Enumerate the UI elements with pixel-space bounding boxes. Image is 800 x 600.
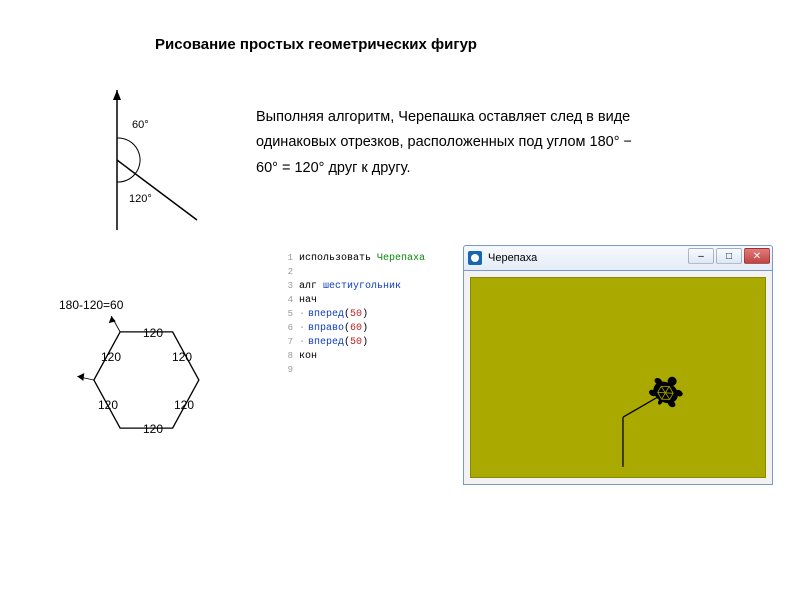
- code-line: 9: [283, 365, 453, 379]
- line-number: 1: [283, 253, 299, 263]
- line-number: 8: [283, 351, 299, 361]
- line-number: 4: [283, 295, 299, 305]
- line-number: 3: [283, 281, 299, 291]
- code-content: ·вперед(50): [299, 337, 368, 348]
- turtle-canvas-frame: [463, 271, 773, 485]
- code-panel: 1использовать Черепаха2 3алг шестиугольни…: [283, 253, 453, 428]
- window-titlebar[interactable]: Черепаха – □ ✕: [463, 245, 773, 271]
- hex-label: 120: [98, 398, 118, 412]
- hex-label: 120: [101, 350, 121, 364]
- angle-diagram: 60° 120°: [77, 90, 217, 240]
- code-line: 5·вперед(50): [283, 309, 453, 323]
- code-content: использовать Черепаха: [299, 253, 425, 264]
- app-icon: [468, 251, 482, 265]
- window-title: Черепаха: [488, 252, 537, 264]
- hex-label: 120: [172, 350, 192, 364]
- code-line: 7·вперед(50): [283, 337, 453, 351]
- turtle-icon: [645, 369, 688, 412]
- page-title: Рисование простых геометрических фигур: [155, 36, 477, 53]
- code-line: 6·вправо(60): [283, 323, 453, 337]
- line-number: 2: [283, 267, 299, 277]
- angle-120-label: 120°: [129, 193, 152, 205]
- body-text: Выполняя алгоритм, Черепашка оставляет с…: [256, 105, 646, 181]
- code-line: 1использовать Черепаха: [283, 253, 453, 267]
- code-content: ·вперед(50): [299, 309, 368, 320]
- code-content: ·вправо(60): [299, 323, 368, 334]
- hex-label: 120: [143, 326, 163, 340]
- turtle-canvas: [470, 277, 766, 478]
- angle-60-label: 60°: [132, 119, 149, 131]
- maximize-button[interactable]: □: [716, 248, 742, 264]
- code-line: 4нач: [283, 295, 453, 309]
- code-content: кон: [299, 351, 317, 362]
- turtle-drawing: [471, 278, 765, 477]
- code-line: 3алг шестиугольник: [283, 281, 453, 295]
- line-number: 6: [283, 323, 299, 333]
- minimize-button[interactable]: –: [688, 248, 714, 264]
- line-number: 7: [283, 337, 299, 347]
- close-button[interactable]: ✕: [744, 248, 770, 264]
- hexagon-diagram: [72, 310, 212, 450]
- code-content: алг шестиугольник: [299, 281, 401, 292]
- code-content: нач: [299, 295, 317, 306]
- code-line: 8кон: [283, 351, 453, 365]
- hex-label: 120: [143, 422, 163, 436]
- hex-label: 120: [174, 398, 194, 412]
- line-number: 9: [283, 365, 299, 375]
- line-number: 5: [283, 309, 299, 319]
- code-line: 2: [283, 267, 453, 281]
- turtle-window: Черепаха – □ ✕: [463, 245, 773, 485]
